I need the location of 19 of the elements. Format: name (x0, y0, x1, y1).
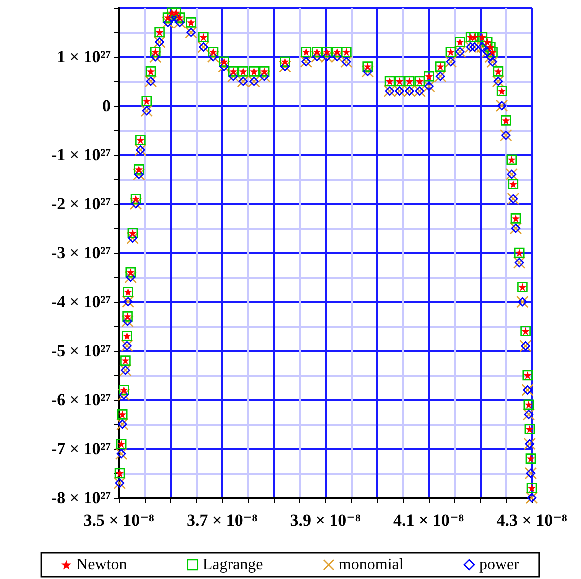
y-tick-label: -3 × 10²⁷ (51, 244, 111, 262)
y-tick-label: 1 × 10²⁷ (57, 48, 111, 66)
x-tick-label: 4.1 × 10⁻⁸ (393, 511, 464, 530)
y-tick-label: -5 × 10²⁷ (51, 342, 111, 360)
y-tick-label: -2 × 10²⁷ (51, 194, 111, 214)
y-tick-label: -7 × 10²⁷ (51, 440, 111, 458)
y-tick-label: -1 × 10²⁷ (51, 146, 111, 164)
x-tick-label: 3.9 × 10⁻⁸ (290, 511, 361, 530)
y-tick-label: -6 × 10²⁷ (51, 390, 111, 410)
legend-label: Newton (76, 556, 128, 574)
legend-label: monomial (338, 556, 404, 574)
y-tick-label: 0 (102, 96, 111, 116)
x-tick-label: 3.5 × 10⁻⁸ (84, 511, 154, 530)
x-tick-label: 4.3 × 10⁻⁸ (496, 511, 568, 530)
y-tick-label: -4 × 10²⁷ (51, 292, 111, 312)
legend-label: power (479, 556, 520, 574)
y-tick-label: -8 × 10²⁷ (51, 488, 111, 508)
legend-label: Lagrange (202, 556, 264, 574)
x-tick-label: 3.7 × 10⁻⁸ (186, 511, 258, 530)
